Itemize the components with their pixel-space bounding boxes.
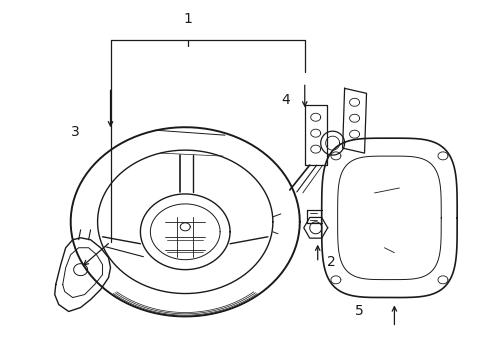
Text: 5: 5 — [354, 305, 363, 319]
Text: 4: 4 — [281, 93, 289, 107]
Text: 3: 3 — [71, 125, 80, 139]
Text: 1: 1 — [183, 12, 192, 26]
Text: 2: 2 — [326, 255, 335, 269]
